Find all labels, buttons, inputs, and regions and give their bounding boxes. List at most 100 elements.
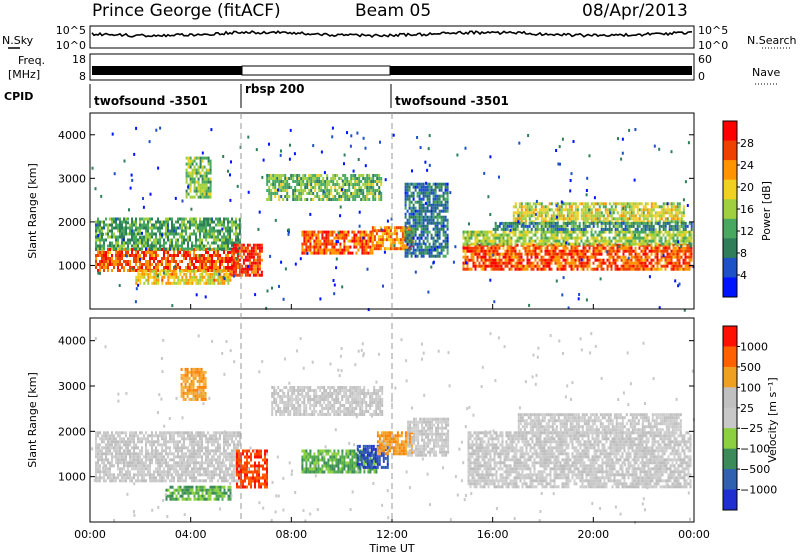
velocity-panel: 1000 2000 3000 4000 Slant Range [km] 1000 50… (26, 317, 779, 524)
noise-tick-low: 10^0 (56, 39, 86, 52)
velocity-colorbar-label-0: 1000 (740, 340, 768, 353)
cpid-label: CPID (4, 90, 33, 103)
noise-tick-high-right: 10^5 (698, 24, 728, 37)
power-colorbar-swatch-1 (723, 140, 737, 161)
velocity-colorbar-label: Velocity [m s⁻¹] (766, 377, 779, 462)
time-axis: 00:00 04:00 08:00 12:00 16:00 20:00 00:00 (74, 528, 710, 541)
power-region-3 (135, 269, 232, 285)
velocity-region-10 (517, 413, 682, 435)
velocity-region-1 (180, 367, 207, 401)
velocity-ytick-label-1: 2000 (58, 425, 86, 438)
time-axis-label: Time UT (368, 542, 414, 554)
power-ytick-label-2: 3000 (58, 172, 86, 185)
velocity-colorbar-swatch-3 (723, 387, 737, 409)
time-tick-label-0: 00:00 (74, 528, 106, 541)
velocity-colorbar-label-7: −1000 (740, 484, 777, 497)
power-colorbar: 4 8 12 16 20 24 28 (722, 120, 754, 298)
time-tick-label-4: 16:00 (477, 528, 509, 541)
velocity-y-axis: 1000 2000 3000 4000 (58, 335, 695, 522)
power-colorbar-label-6: 28 (740, 137, 754, 150)
velocity-ylabel: Slant Range [km] (26, 372, 39, 468)
power-colorbar-label-4: 20 (740, 181, 754, 194)
freq-band-2 (241, 65, 391, 76)
noise-panel: 10^5 10^0 10^5 10^0 (56, 24, 728, 52)
power-colorbar-label-3: 16 (740, 203, 754, 216)
velocity-colorbar-swatch-4 (723, 407, 737, 429)
power-data (91, 126, 695, 312)
date-label: 08/Apr/2013 (582, 1, 688, 21)
time-tick-label-5: 20:00 (577, 528, 609, 541)
freq-panel: 18 8 60 0 (72, 53, 712, 83)
power-region-9 (462, 243, 693, 271)
power-scatter (91, 126, 695, 312)
velocity-ytick-label-3: 4000 (58, 335, 86, 348)
freq-label: Freq. (18, 54, 45, 67)
power-region-1 (95, 217, 241, 251)
nsearch-label: N.Search (747, 34, 797, 47)
noise-tick-high: 10^5 (56, 24, 86, 37)
cpid-row: twofsound -3501 rbsp 200 twofsound -3501 (89, 82, 509, 108)
power-ylabel: Slant Range [km] (26, 163, 39, 259)
power-colorbar-swatch-2 (723, 160, 737, 181)
power-colorbar-swatch-6 (723, 238, 737, 259)
velocity-colorbar-swatch-8 (723, 489, 737, 511)
time-tick-label-1: 04:00 (175, 528, 207, 541)
velocity-colorbar: 1000 500 100 25 −25 −100 −500 −1000 (722, 325, 777, 511)
power-ytick-label-3: 4000 (58, 129, 86, 142)
power-region-8 (404, 182, 449, 258)
power-colorbar-swatch-5 (723, 218, 737, 239)
power-region-5 (266, 174, 383, 201)
velocity-colorbar-label-3: 25 (740, 402, 754, 415)
nave-tick-high: 60 (698, 53, 712, 66)
velocity-colorbar-swatch-1 (723, 346, 737, 368)
freq-band-3 (390, 66, 692, 75)
power-region-11 (512, 202, 685, 224)
velocity-region-6 (356, 444, 389, 469)
velocity-colorbar-swatch-6 (723, 448, 737, 470)
nave-tick-low: 0 (698, 70, 705, 83)
power-colorbar-swatch-8 (723, 277, 737, 298)
velocity-colorbar-label-5: −100 (740, 443, 770, 456)
power-colorbar-swatch-4 (723, 199, 737, 220)
velocity-colorbar-swatch-0 (723, 326, 737, 347)
time-tick-label-6: 00:00 (678, 528, 710, 541)
velocity-colorbar-swatch-2 (723, 366, 737, 388)
velocity-colorbar-label-1: 500 (740, 361, 761, 374)
power-region-4 (185, 156, 212, 199)
velocity-data (91, 332, 695, 524)
velocity-colorbar-swatch-5 (723, 428, 737, 450)
freq-band-1 (92, 66, 242, 75)
velocity-colorbar-label-6: −500 (740, 463, 770, 476)
velocity-colorbar-label-4: −25 (740, 422, 763, 435)
velocity-ytick-label-0: 1000 (58, 471, 86, 484)
power-colorbar-label-1: 8 (740, 247, 747, 260)
power-region-12 (492, 221, 693, 231)
power-region-10 (462, 230, 693, 246)
beam-label: Beam 05 (355, 1, 431, 21)
nsky-label: N.Sky (2, 34, 34, 47)
nsky-trace (91, 30, 693, 39)
time-tick-label-3: 12:00 (376, 528, 408, 541)
velocity-region-0 (95, 431, 241, 483)
power-ytick-label-0: 1000 (58, 259, 86, 272)
noise-tick-low-right: 10^0 (698, 39, 728, 52)
velocity-colorbar-label-2: 100 (740, 381, 761, 394)
freq-tick-high: 18 (72, 53, 86, 66)
power-region-2 (230, 243, 263, 277)
power-colorbar-label: Power [dB] (760, 181, 773, 241)
freq-unit-label: [MHz] (8, 68, 40, 81)
velocity-colorbar-frame (722, 325, 738, 511)
power-colorbar-label-0: 4 (740, 269, 747, 282)
freq-tick-low: 8 (79, 70, 86, 83)
power-colorbar-swatch-0 (723, 121, 737, 142)
power-region-0 (95, 248, 241, 272)
cpid-segment-3: twofsound -3501 (395, 94, 509, 108)
velocity-region-2 (236, 449, 268, 489)
velocity-colorbar-swatch-7 (723, 469, 737, 491)
velocity-region-4 (271, 386, 384, 416)
power-colorbar-swatch-7 (723, 257, 737, 278)
station-title: Prince George (fitACF) (92, 1, 281, 21)
velocity-region-8 (407, 417, 450, 457)
power-panel: 1000 2000 3000 4000 Slant Range [km] 4 8 12 16… (26, 112, 773, 312)
